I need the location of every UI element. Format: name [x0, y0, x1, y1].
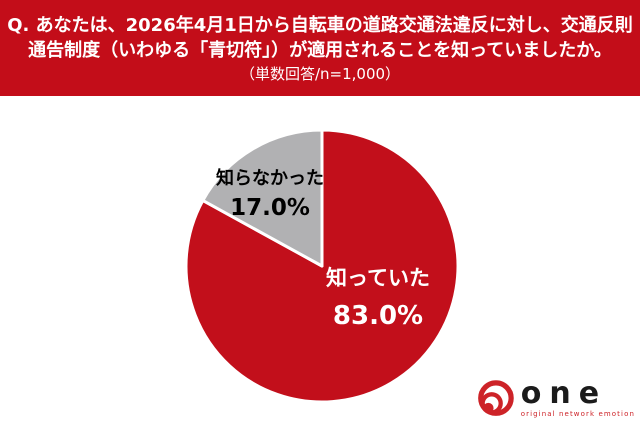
- question-line-1: Q. あなたは、2026年4月1日から自転車の道路交通法違反に対し、交通反則: [7, 15, 633, 36]
- pie-chart-svg: [184, 128, 460, 404]
- question-line-2: 通告制度（いわゆる「青切符」）が適用されることを知っていましたか。: [28, 40, 612, 61]
- pie-chart: 知らなかった 17.0% 知っていた 83.0%: [182, 126, 462, 406]
- logo-tagline: original network emotion: [520, 410, 635, 418]
- spiral-circles-icon: [477, 380, 514, 416]
- logo-text-block: one original network emotion: [520, 376, 635, 419]
- pie-slice-1: [201, 128, 324, 268]
- company-logo: one original network emotion: [476, 379, 635, 421]
- logo-wordmark: one: [520, 376, 608, 411]
- question-note: （単数回答/n=1,000）: [239, 65, 401, 83]
- question-header: Q. あなたは、2026年4月1日から自転車の道路交通法違反に対し、交通反則 通…: [0, 0, 640, 96]
